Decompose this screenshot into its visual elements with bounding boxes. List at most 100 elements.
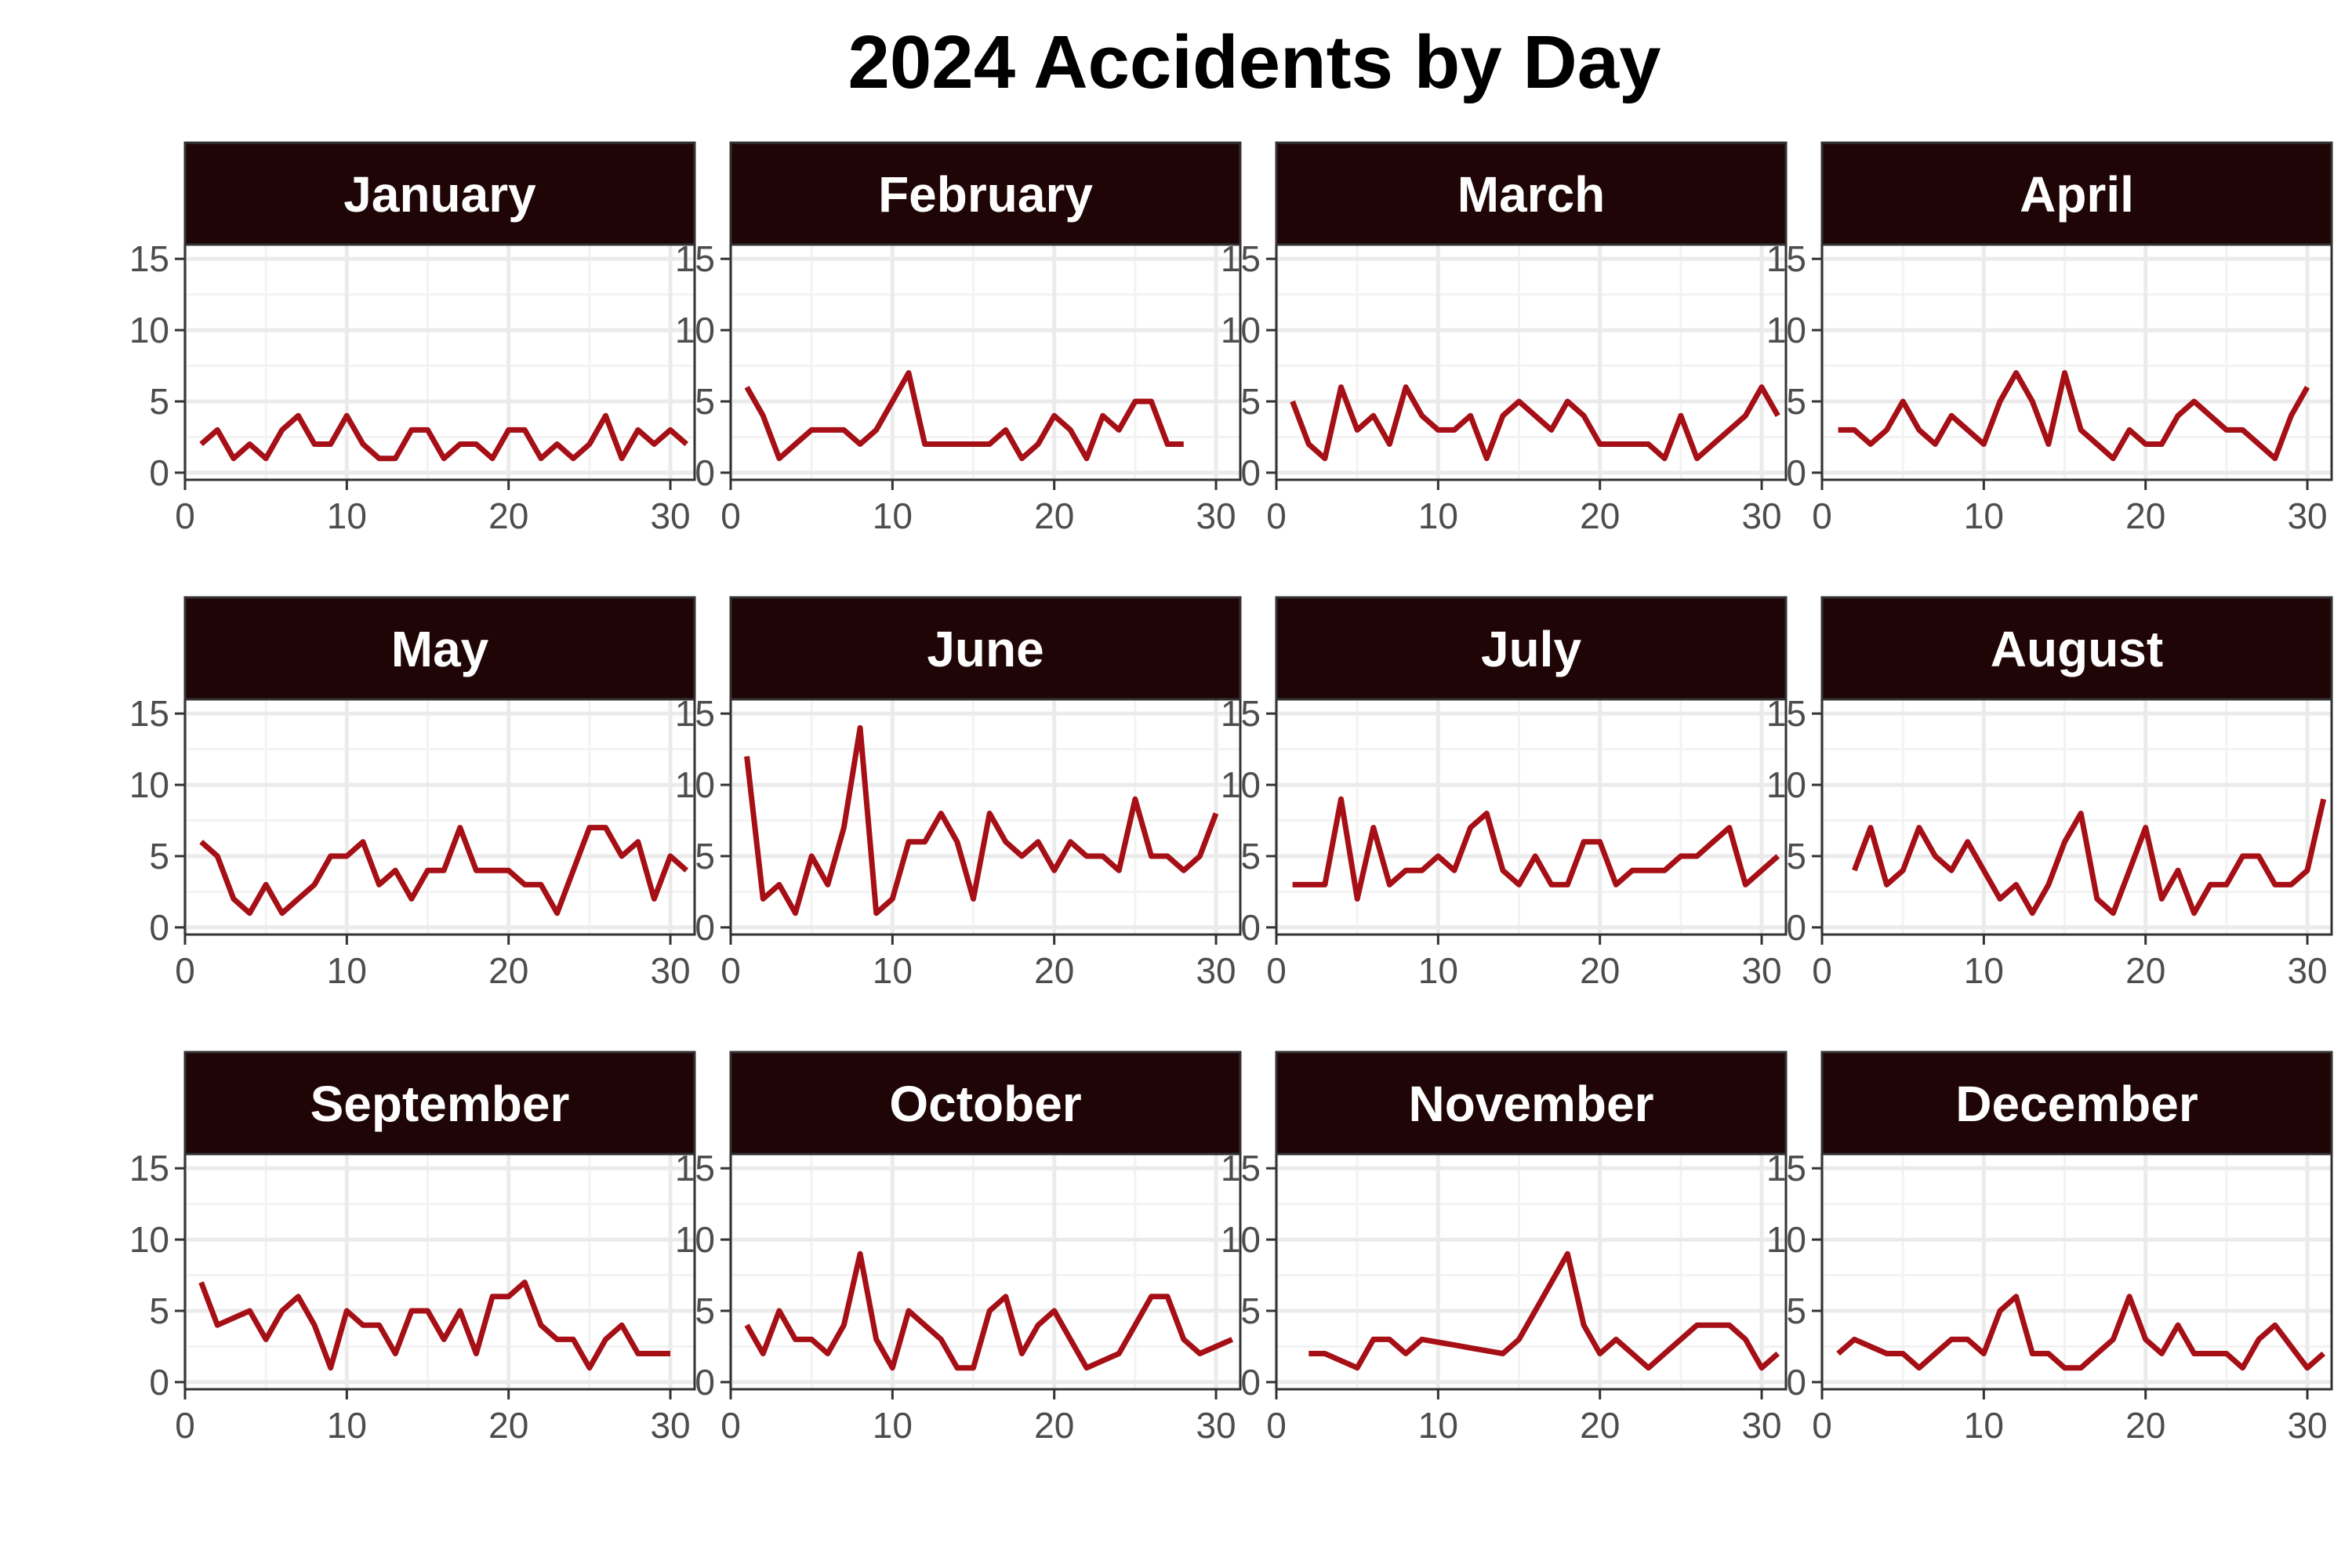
- y-tick-label: 0: [1786, 1362, 1806, 1403]
- x-tick-label: 0: [720, 950, 741, 991]
- panel-december: December 0 10 20 30 0 5 10 15: [1766, 1051, 2333, 1446]
- panel-september: September 0 10 20 30 0 5 10 15: [129, 1051, 696, 1446]
- y-tick-label: 15: [1221, 1148, 1261, 1189]
- panel-august: August 0 10 20 30 0 5 10 15: [1766, 596, 2333, 991]
- panel-november: November 0 10 20 30 0 5 10 15: [1221, 1051, 1788, 1446]
- y-tick-label: 5: [1786, 381, 1806, 422]
- y-tick-label: 0: [695, 1362, 715, 1403]
- y-tick-label: 5: [695, 836, 715, 877]
- x-tick-label: 20: [2125, 1405, 2165, 1446]
- facet-strip: [183, 596, 696, 701]
- x-tick-label: 30: [2287, 950, 2327, 991]
- facet-strip: [1820, 1051, 2333, 1156]
- facet-strip: [1275, 141, 1788, 246]
- y-tick-label: 10: [1221, 1219, 1261, 1260]
- y-tick-label: 10: [1766, 764, 1806, 805]
- y-tick-label: 15: [675, 693, 715, 734]
- facet-strip-label: July: [1481, 621, 1581, 677]
- series-line-may: [199, 825, 689, 916]
- y-tick-label: 10: [675, 764, 715, 805]
- y-tick-label: 0: [695, 452, 715, 493]
- panel-background: [731, 1154, 1240, 1389]
- y-tick-label: 5: [149, 836, 169, 877]
- y-tick-label: 5: [1786, 836, 1806, 877]
- panel-background: [1276, 699, 1786, 935]
- series-line-march: [1290, 384, 1780, 462]
- panel-background: [185, 1154, 695, 1389]
- y-tick-label: 5: [695, 381, 715, 422]
- y-tick-label: 0: [149, 907, 169, 948]
- series-line-april: [1838, 370, 2310, 462]
- x-tick-label: 20: [1034, 950, 1074, 991]
- x-tick-label: 10: [1418, 495, 1458, 536]
- panel-march: March 0 10 20 30 0 5 10 15: [1221, 141, 1788, 536]
- facet-strip: [1820, 141, 2333, 246]
- panel-february: February 0 10 20 30 0 5 10 15: [675, 141, 1242, 536]
- y-tick-label: 5: [149, 1290, 169, 1331]
- y-tick-label: 0: [149, 452, 169, 493]
- y-tick-label: 0: [1786, 452, 1806, 493]
- panel-background: [185, 245, 695, 480]
- y-tick-label: 0: [149, 1362, 169, 1403]
- x-tick-label: 30: [1196, 1405, 1236, 1446]
- x-tick-label: 10: [1964, 950, 2004, 991]
- facet-strip-label: February: [878, 166, 1093, 223]
- series-line-july: [1292, 796, 1780, 902]
- x-tick-label: 0: [1812, 1405, 1832, 1446]
- series-line-october: [744, 1250, 1234, 1371]
- x-tick-label: 20: [488, 950, 528, 991]
- x-tick-label: 10: [327, 495, 367, 536]
- x-tick-label: 30: [1741, 495, 1781, 536]
- y-tick-label: 15: [129, 1148, 169, 1189]
- y-tick-label: 15: [1766, 238, 1806, 279]
- facet-strip-label: May: [391, 621, 489, 677]
- y-tick-label: 15: [675, 1148, 715, 1189]
- y-tick-label: 15: [675, 238, 715, 279]
- facet-strip-label: December: [1955, 1076, 2198, 1132]
- facet-strip-label: September: [310, 1076, 570, 1132]
- y-tick-label: 10: [129, 764, 169, 805]
- x-tick-label: 10: [1964, 495, 2004, 536]
- y-tick-label: 5: [1240, 836, 1261, 877]
- y-tick-label: 0: [695, 907, 715, 948]
- y-tick-label: 10: [1766, 310, 1806, 350]
- y-tick-label: 5: [695, 1290, 715, 1331]
- x-tick-label: 0: [1812, 950, 1832, 991]
- x-tick-label: 20: [1580, 1405, 1620, 1446]
- facet-strip-label: October: [889, 1076, 1081, 1132]
- series-line-september: [198, 1279, 670, 1371]
- x-tick-label: 20: [1580, 950, 1620, 991]
- facet-strip: [1275, 1051, 1788, 1156]
- facet-strip-label: April: [2020, 166, 2134, 223]
- x-tick-label: 20: [1580, 495, 1620, 536]
- facet-strip: [729, 141, 1242, 246]
- x-tick-label: 30: [1196, 950, 1236, 991]
- x-tick-label: 10: [327, 1405, 367, 1446]
- x-tick-label: 20: [2125, 950, 2165, 991]
- panel-background: [185, 699, 695, 935]
- x-tick-label: 30: [650, 950, 690, 991]
- facet-strip: [183, 141, 696, 246]
- x-tick-label: 0: [1266, 1405, 1287, 1446]
- panel-background: [1822, 1154, 2332, 1389]
- y-tick-label: 15: [1221, 238, 1261, 279]
- y-tick-label: 5: [149, 381, 169, 422]
- x-tick-label: 30: [1741, 950, 1781, 991]
- panel-background: [731, 699, 1240, 935]
- x-tick-label: 0: [175, 950, 195, 991]
- facet-strip: [729, 1051, 1242, 1156]
- x-tick-label: 30: [650, 1405, 690, 1446]
- y-tick-label: 0: [1240, 907, 1261, 948]
- panel-background: [1276, 1154, 1786, 1389]
- series-line-june: [744, 724, 1219, 916]
- facet-strip-label: March: [1457, 166, 1606, 223]
- panel-background: [1822, 245, 2332, 480]
- y-tick-label: 5: [1240, 1290, 1261, 1331]
- chart-title: 2024 Accidents by Day: [848, 20, 1661, 104]
- x-tick-label: 30: [2287, 495, 2327, 536]
- x-tick-label: 0: [720, 1405, 741, 1446]
- facet-strip: [1820, 596, 2333, 701]
- x-tick-label: 10: [327, 950, 367, 991]
